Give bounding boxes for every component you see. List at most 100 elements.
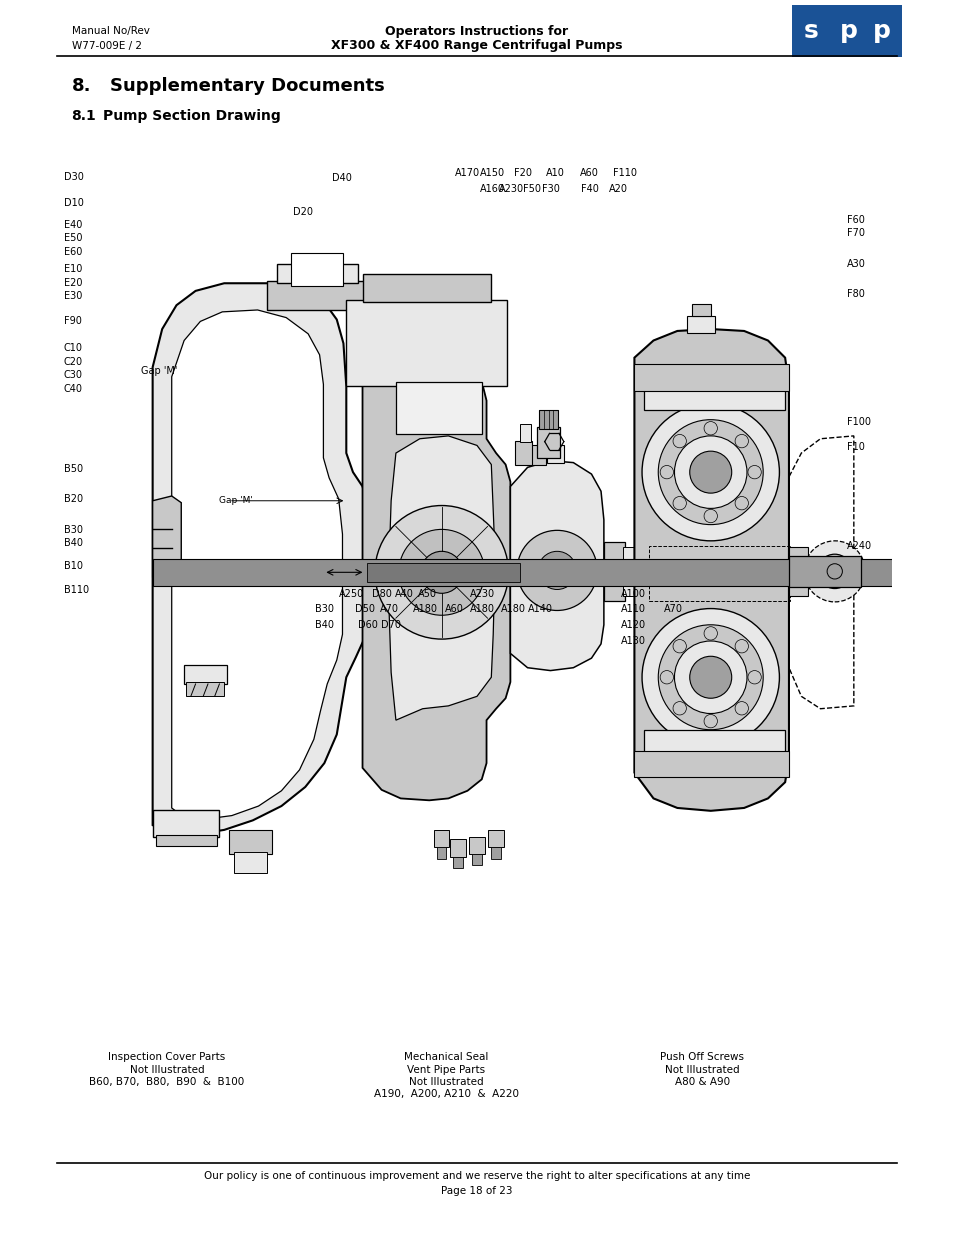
Text: A100: A100 <box>620 589 645 599</box>
Text: B110: B110 <box>64 585 89 595</box>
Text: 8.1: 8.1 <box>71 109 96 122</box>
Bar <box>634 364 788 391</box>
Circle shape <box>674 436 746 509</box>
Bar <box>519 425 531 442</box>
Circle shape <box>703 509 717 522</box>
Circle shape <box>803 541 864 601</box>
Text: C40: C40 <box>64 384 83 394</box>
Circle shape <box>747 466 760 479</box>
Text: B30: B30 <box>64 525 83 535</box>
Text: Page 18 of 23: Page 18 of 23 <box>441 1186 512 1195</box>
Polygon shape <box>152 496 181 582</box>
Circle shape <box>703 715 717 727</box>
Circle shape <box>735 496 748 510</box>
Circle shape <box>672 701 685 715</box>
Text: F50: F50 <box>523 184 540 194</box>
Text: A180: A180 <box>470 604 495 614</box>
Polygon shape <box>362 358 510 800</box>
Text: A180: A180 <box>413 604 437 614</box>
Circle shape <box>735 701 748 715</box>
Bar <box>186 682 224 697</box>
Text: B60, B70,  B80,  B90  &  B100: B60, B70, B80, B90 & B100 <box>90 1077 244 1087</box>
Circle shape <box>817 555 851 589</box>
Bar <box>291 253 343 287</box>
Text: Not Illustrated: Not Illustrated <box>664 1065 739 1074</box>
Text: F110: F110 <box>612 168 637 178</box>
Text: A30: A30 <box>846 259 865 269</box>
Bar <box>184 664 227 684</box>
Text: A190,  A200, A210  &  A220: A190, A200, A210 & A220 <box>374 1089 518 1099</box>
Bar <box>152 559 896 585</box>
Bar <box>648 546 789 601</box>
Text: Vent Pipe Parts: Vent Pipe Parts <box>407 1065 485 1074</box>
Text: B10: B10 <box>64 561 83 571</box>
Bar <box>367 563 519 582</box>
Text: B40: B40 <box>314 620 334 630</box>
Bar <box>524 446 545 464</box>
Bar <box>643 730 784 768</box>
Text: F60: F60 <box>846 215 864 225</box>
Circle shape <box>735 640 748 653</box>
Bar <box>546 446 563 463</box>
Circle shape <box>672 496 685 510</box>
Bar <box>362 274 491 303</box>
Text: D50: D50 <box>355 604 375 614</box>
Text: Pump Section Drawing: Pump Section Drawing <box>103 109 280 122</box>
Text: E30: E30 <box>64 291 82 301</box>
Text: Operators Instructions for: Operators Instructions for <box>385 25 568 38</box>
Circle shape <box>658 420 762 525</box>
Circle shape <box>672 435 685 448</box>
Circle shape <box>747 671 760 684</box>
Text: A250: A250 <box>338 589 363 599</box>
Text: D80: D80 <box>372 589 391 599</box>
Bar <box>691 304 710 316</box>
Text: F80: F80 <box>846 289 864 299</box>
Circle shape <box>672 640 685 653</box>
Text: F40: F40 <box>580 184 598 194</box>
Bar <box>491 847 500 858</box>
Text: A10: A10 <box>545 168 564 178</box>
Text: A40: A40 <box>395 589 414 599</box>
Text: C10: C10 <box>64 343 83 353</box>
Text: F20: F20 <box>514 168 531 178</box>
Bar <box>472 853 481 866</box>
Text: A160: A160 <box>479 184 504 194</box>
Bar <box>152 810 219 836</box>
Text: A180: A180 <box>500 604 525 614</box>
Bar <box>267 282 367 310</box>
Bar <box>643 372 784 410</box>
Bar <box>515 441 532 464</box>
Text: Mechanical Seal: Mechanical Seal <box>404 1052 488 1062</box>
Bar <box>538 410 558 430</box>
Circle shape <box>537 551 576 589</box>
Text: A70: A70 <box>663 604 682 614</box>
Bar <box>788 547 807 597</box>
Bar <box>453 857 462 868</box>
Text: W77-009E / 2: W77-009E / 2 <box>71 41 141 51</box>
Text: Gap 'M': Gap 'M' <box>141 366 177 375</box>
Text: s: s <box>803 19 818 43</box>
Bar <box>233 852 267 873</box>
Text: B40: B40 <box>64 538 83 548</box>
Circle shape <box>641 404 779 541</box>
Text: C30: C30 <box>64 370 83 380</box>
Text: B30: B30 <box>314 604 334 614</box>
Text: A80 & A90: A80 & A90 <box>674 1077 729 1087</box>
Circle shape <box>689 656 731 698</box>
Text: A170: A170 <box>455 168 479 178</box>
Circle shape <box>826 563 841 579</box>
Text: A140: A140 <box>527 604 552 614</box>
Bar <box>488 830 503 847</box>
Text: F10: F10 <box>846 442 864 452</box>
FancyBboxPatch shape <box>791 5 901 57</box>
Circle shape <box>735 435 748 448</box>
Text: A240: A240 <box>846 541 871 551</box>
Polygon shape <box>510 461 603 671</box>
Text: A110: A110 <box>620 604 645 614</box>
Text: A20: A20 <box>608 184 627 194</box>
Text: D70: D70 <box>381 620 400 630</box>
Text: Not Illustrated: Not Illustrated <box>409 1077 483 1087</box>
Bar <box>537 427 559 458</box>
Text: F100: F100 <box>846 417 870 427</box>
Text: D40: D40 <box>332 173 351 183</box>
